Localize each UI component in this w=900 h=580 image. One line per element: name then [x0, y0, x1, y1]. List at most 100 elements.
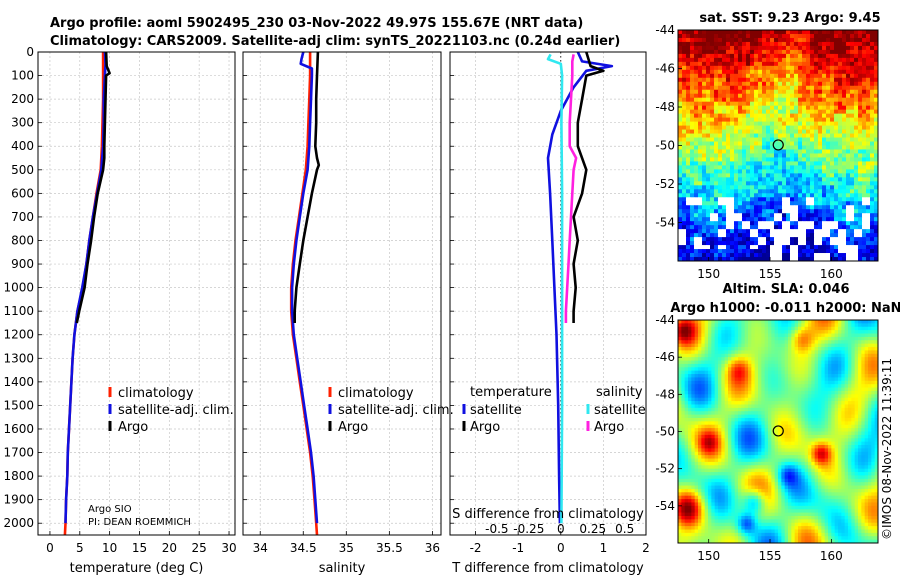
sla_map-float-marker — [772, 425, 784, 437]
depth-tick-label: 700 — [11, 210, 34, 224]
depth-tick-label: 1300 — [3, 351, 34, 365]
difference-xtick-label: 0 — [557, 541, 565, 555]
sst_map-float-marker — [772, 139, 784, 151]
depth-tick-label: 1100 — [3, 304, 34, 318]
depth-tick-label: 100 — [11, 69, 34, 83]
sst_map-cells — [678, 30, 879, 262]
sst_map-ytick-label: -44 — [655, 23, 675, 37]
salinity-legend-label: climatology — [338, 386, 414, 401]
difference-series-salinity-argo — [564, 54, 578, 323]
depth-tick-label: 2000 — [3, 516, 34, 530]
depth-tick-label: 1200 — [3, 328, 34, 342]
difference-axes-frame — [449, 51, 647, 536]
salinity-axes-frame — [242, 51, 442, 536]
sla_map-cells — [678, 320, 879, 544]
salinity-xtick-label: 34.5 — [290, 541, 317, 555]
diff-s-tick-label: -0.25 — [513, 522, 544, 536]
depth-tick-label: 1500 — [3, 398, 34, 412]
difference-series-temperature-argo — [572, 52, 605, 323]
difference-xtick-label: 2 — [642, 541, 650, 555]
temperature-xtick-label: 25 — [192, 541, 207, 555]
credit-line1: Argo SIO — [88, 504, 132, 515]
depth-tick-label: 800 — [11, 233, 34, 247]
sla_map-ytick-label: -50 — [655, 425, 675, 439]
depth-tick-label: 1600 — [3, 422, 34, 436]
temperature-series-satellite-adj-clim- — [64, 52, 107, 524]
temperature-legend-label: satellite-adj. clim. — [118, 403, 234, 418]
sst_map-xtick-label: 160 — [820, 267, 843, 281]
temperature-xtick-label: 10 — [102, 541, 117, 555]
diff-legend-label: Argo — [470, 420, 500, 435]
salinity-legend-label: satellite-adj. clim. — [338, 403, 454, 418]
diff-s-tick-label: -0.5 — [485, 522, 508, 536]
diff-legend-title-temperature: temperature — [470, 385, 552, 400]
sla_map-ytick-label: -48 — [655, 387, 675, 401]
sst_map-xtick-label: 155 — [759, 267, 782, 281]
difference-legend: temperature salinity satellite Argo satellit… — [462, 385, 646, 435]
sst-map-panel: 150 155 160 -44 -46 -48 -50 -52 -54 sat. SST: 9.2… — [655, 11, 880, 281]
difference-xtick-label: 1 — [600, 541, 608, 555]
salinity-legend: climatology satellite-adj. clim. Argo — [328, 386, 454, 435]
difference-xtick-label: -2 — [470, 541, 482, 555]
credit-line2: PI: DEAN ROEMMICH — [88, 517, 191, 528]
figure-title-line1: Argo profile: aoml 5902495_230 03-Nov-20… — [50, 16, 583, 31]
sst_map-title: sat. SST: 9.23 Argo: 9.45 — [699, 11, 880, 26]
temperature-xlabel: temperature (deg C) — [70, 561, 204, 576]
sla_map-ytick-label: -52 — [655, 462, 675, 476]
salinity-xtick-label: 34 — [253, 541, 268, 555]
temperature-panel: 0100200300400500600700800900100011001200… — [3, 45, 236, 576]
sst_map-ytick-label: -50 — [655, 139, 675, 153]
sla_map-xtick-label: 150 — [697, 549, 720, 563]
sla_map-title: Altim. SLA: 0.046 — [723, 282, 850, 297]
diff-legend-label: satellite — [594, 403, 646, 418]
salinity-xtick-label: 35.5 — [376, 541, 403, 555]
temperature-xtick-label: 15 — [132, 541, 147, 555]
salinity-series-argo — [293, 52, 321, 323]
sst_map-ytick-label: -48 — [655, 100, 675, 114]
depth-tick-label: 200 — [11, 92, 34, 106]
temperature-legend-label: Argo — [118, 420, 148, 435]
sla-map-panel: 150 155 160 -44 -46 -48 -50 -52 -54 Altim. SLA: 0… — [655, 282, 900, 563]
sla_map-ytick-label: -46 — [655, 350, 675, 364]
depth-tick-label: 1400 — [3, 375, 34, 389]
sst_map-ytick-label: -54 — [655, 216, 675, 230]
depth-tick-label: 1800 — [3, 469, 34, 483]
salinity-xlabel: salinity — [319, 561, 366, 576]
difference-series-temperature-satellite — [546, 52, 614, 524]
temperature-axes-frame — [37, 51, 236, 536]
diff-s-xlabel: S difference from climatology — [452, 507, 644, 522]
difference-series-salinity-satellite — [546, 53, 564, 524]
sst_map-xtick-label: 150 — [697, 267, 720, 281]
salinity-panel: 34 34.5 35 35.5 36 salinity climatology satelli… — [242, 51, 454, 576]
salinity-legend-label: Argo — [338, 420, 368, 435]
temperature-xtick-label: 30 — [221, 541, 236, 555]
diff-legend-label: satellite — [470, 403, 522, 418]
depth-tick-label: 500 — [11, 163, 34, 177]
salinity-series-satellite-adj-clim- — [290, 52, 319, 524]
sst_map-ytick-label: -46 — [655, 62, 675, 76]
depth-tick-label: 1000 — [3, 281, 34, 295]
sla_map-title-line2: Argo h1000: -0.011 h2000: NaN — [670, 301, 900, 316]
depth-tick-label: 300 — [11, 116, 34, 130]
temperature-legend-label: climatology — [118, 386, 194, 401]
sst_map-ytick-label: -52 — [655, 177, 675, 191]
depth-tick-label: 600 — [11, 186, 34, 200]
diff-s-tick-label: 0.25 — [579, 522, 606, 536]
sla_map-xtick-label: 155 — [759, 549, 782, 563]
temperature-legend: climatology satellite-adj. clim. Argo — [108, 386, 234, 435]
temperature-series-argo — [75, 52, 111, 324]
difference-panel: -2 -1 0 1 2 T difference from climatology temp… — [449, 51, 650, 576]
depth-tick-label: 400 — [11, 139, 34, 153]
temperature-xtick-label: 0 — [46, 541, 54, 555]
salinity-xtick-label: 36 — [425, 541, 440, 555]
difference-xtick-label: -1 — [512, 541, 524, 555]
diff-s-tick-label: 0.5 — [615, 522, 634, 536]
figure-title-line2: Climatology: CARS2009. Satellite-adj cli… — [50, 34, 620, 49]
temperature-xtick-label: 20 — [162, 541, 177, 555]
temperature-xtick-label: 5 — [76, 541, 84, 555]
depth-tick-label: 1900 — [3, 493, 34, 507]
imos-watermark: ©IMOS 08-Nov-2022 11:39:11 — [880, 358, 894, 540]
sla_map-xtick-label: 160 — [820, 549, 843, 563]
difference-xlabel: T difference from climatology — [451, 561, 644, 576]
